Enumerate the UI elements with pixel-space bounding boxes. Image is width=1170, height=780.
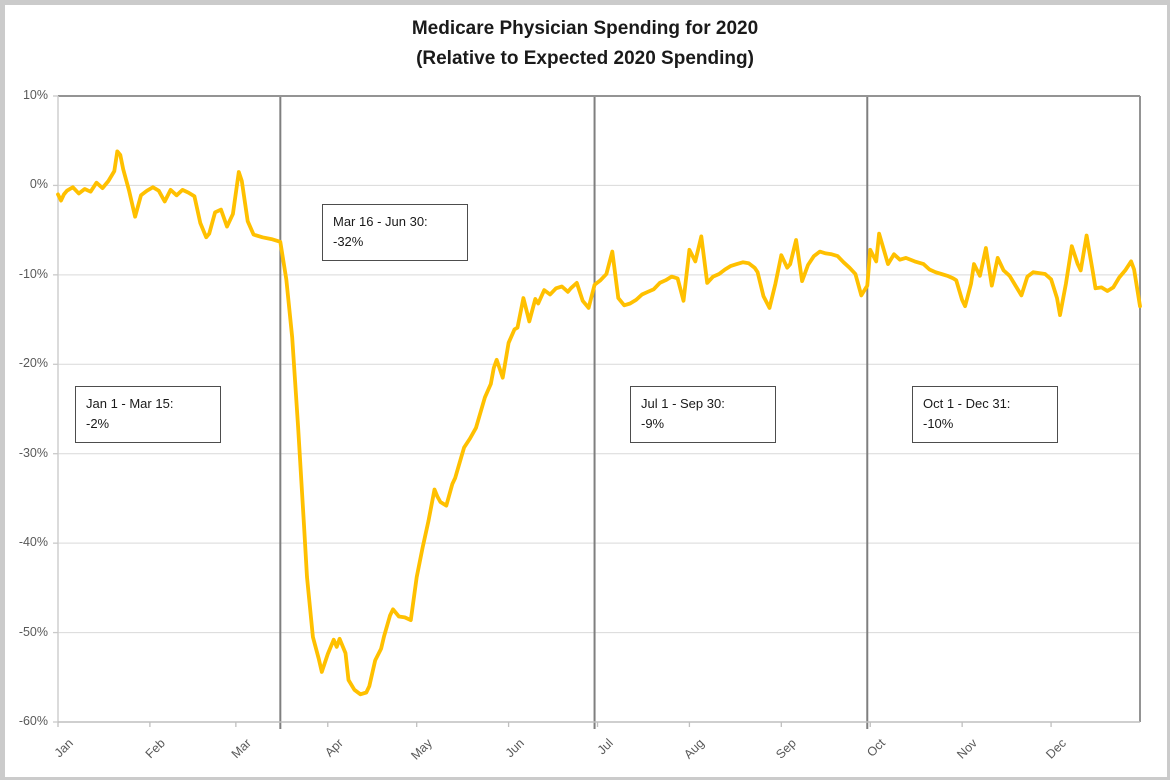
y-axis-label: -60% — [18, 714, 48, 728]
y-axis-label: 10% — [22, 88, 48, 102]
image-frame-top — [0, 0, 1170, 5]
annotation-value: -10% — [923, 416, 954, 432]
chart-title-block: Medicare Physician Spending for 2020 (Re… — [0, 14, 1170, 75]
image-frame-left — [0, 0, 5, 780]
y-axis-label: -20% — [18, 356, 48, 371]
chart-title: Medicare Physician Spending for 2020 — [411, 18, 759, 39]
annotation-period: Oct 1 - Dec 31: — [923, 396, 1011, 411]
annotation-box-jul-sep: Jul 1 - Sep 30: -9% — [630, 386, 776, 443]
annotation-period: Mar 16 - Jun 30: — [333, 214, 428, 229]
y-axis-label: -10% — [18, 266, 48, 281]
annotation-box-jan-mar: Jan 1 - Mar 15: -2% — [75, 386, 221, 443]
annotation-value: -2% — [86, 416, 110, 432]
image-frame-right — [1167, 0, 1170, 780]
annotation-period: Jul 1 - Sep 30: — [641, 396, 725, 411]
annotation-value: -9% — [641, 416, 665, 432]
chart-subtitle: (Relative to Expected 2020 Spending) — [416, 48, 754, 70]
y-axis-label: -50% — [18, 624, 48, 639]
annotation-value: -32% — [333, 234, 364, 250]
annotation-box-oct-dec: Oct 1 - Dec 31: -10% — [912, 386, 1058, 443]
annotation-period: Jan 1 - Mar 15: — [86, 396, 174, 411]
image-frame-bottom — [0, 777, 1170, 780]
annotation-box-mar-jun: Mar 16 - Jun 30: -32% — [322, 204, 468, 261]
spending-line — [56, 149, 1142, 697]
y-axis-label: -30% — [18, 445, 48, 460]
y-axis-label: -40% — [18, 535, 48, 550]
y-axis-label: 0% — [29, 177, 48, 192]
